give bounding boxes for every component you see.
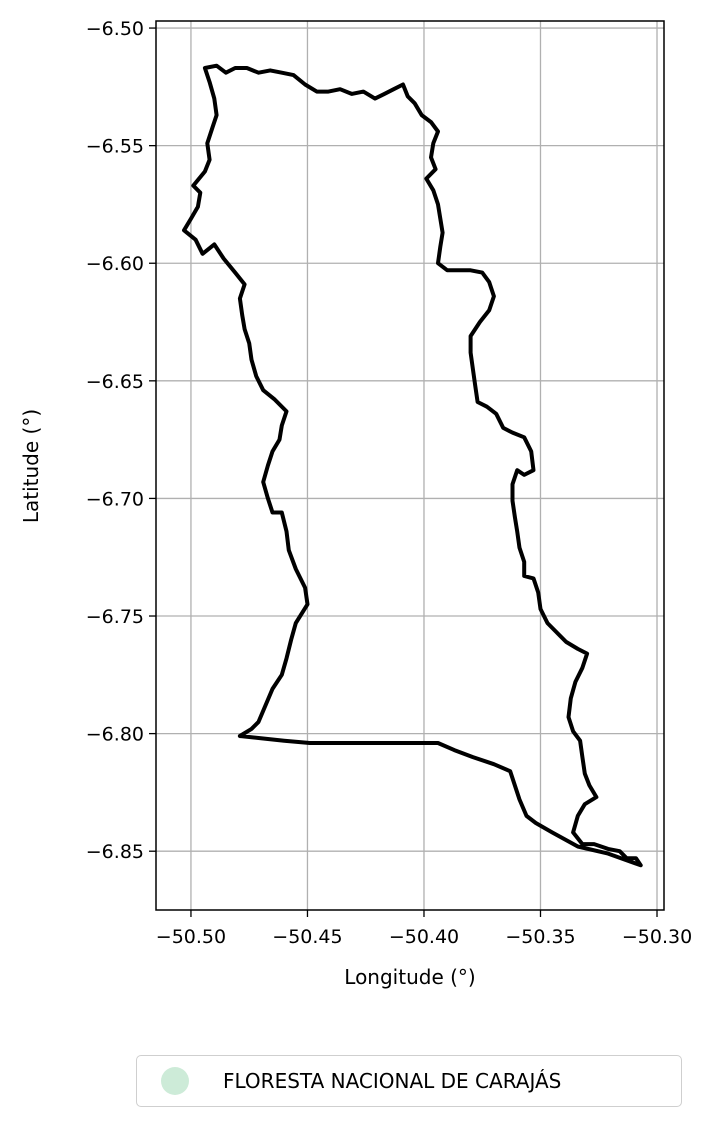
legend-marker (161, 1067, 189, 1095)
y-tick-label: −6.75 (86, 606, 144, 628)
plot-frame (155, 20, 665, 911)
y-tick-label: −6.65 (86, 371, 144, 393)
y-tick-label: −6.70 (86, 488, 144, 510)
map-plot: −50.50 −50.45 −50.40 −50.35 −50.30 −6.50−6.5… (19, 18, 692, 989)
x-tick-label: −50.35 (505, 926, 575, 948)
y-tick-label: −6.60 (86, 253, 144, 275)
y-tick-label: −6.80 (86, 724, 144, 746)
y-tick-label: −6.50 (86, 18, 144, 40)
x-tick-label: −50.30 (622, 926, 692, 948)
y-tick-label: −6.85 (86, 841, 144, 863)
x-tick-label: −50.40 (389, 926, 459, 948)
forest-boundary-outline (182, 63, 643, 868)
legend-label: FLORESTA NACIONAL DE CARAJÁS (223, 1069, 562, 1093)
y-axis-ticks: −6.50 −6.55 −6.60 −6.65 −6.70 −6.75 −6.80 −6.85 (86, 18, 156, 863)
x-axis-label: Longitude (°) (344, 965, 475, 989)
y-axis-label: Latitude (°) (19, 409, 43, 523)
x-tick-label: −50.45 (272, 926, 342, 948)
x-axis-ticks: −50.50 −50.45 −50.40 −50.35 −50.30 (156, 910, 692, 948)
y-tick-label: −6.55 (86, 136, 144, 158)
legend: FLORESTA NACIONAL DE CARAJÁS (136, 1055, 682, 1107)
x-tick-label: −50.50 (156, 926, 226, 948)
